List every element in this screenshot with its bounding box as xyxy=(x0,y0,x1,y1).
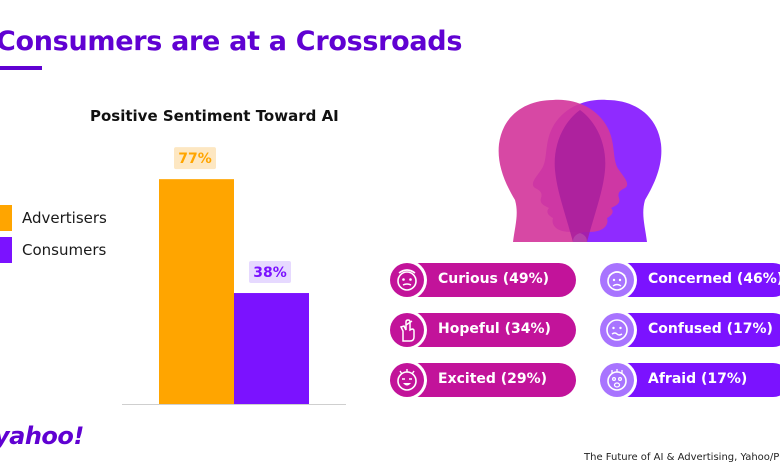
two-heads-illustration xyxy=(498,99,662,242)
data-label-bg-consumers xyxy=(249,261,291,284)
excited-face-icon xyxy=(387,360,427,400)
bar-consumers xyxy=(234,293,309,404)
bar-advertisers xyxy=(159,179,234,404)
sentiment-afraid: Afraid (17%) xyxy=(597,360,780,400)
legend-label-consumers: Consumers xyxy=(22,241,107,259)
confused-face-icon xyxy=(597,310,637,350)
afraid-face-icon xyxy=(597,360,637,400)
chart-title: Positive Sentiment Toward AI xyxy=(90,107,339,125)
data-label-bg-advertisers xyxy=(174,147,216,170)
legend-swatch-advertisers xyxy=(0,205,12,231)
legend-swatch-consumers xyxy=(0,237,12,263)
sentiment-label: Hopeful (34%) xyxy=(438,321,551,337)
curious-face-icon xyxy=(387,260,427,300)
legend-label-advertisers: Advertisers xyxy=(22,209,107,227)
source-note: The Future of AI & Advertising, Yahoo/Pu… xyxy=(584,452,780,463)
sentiment-label: Curious (49%) xyxy=(438,271,550,287)
yahoo-logo: yahoo! xyxy=(0,422,84,450)
data-label-consumers: 38% xyxy=(253,265,287,281)
sentiment-label: Concerned (46%) xyxy=(648,271,780,287)
concerned-face-icon xyxy=(597,260,637,300)
sentiment-label: Afraid (17%) xyxy=(648,371,748,387)
data-label-advertisers: 77% xyxy=(178,151,212,167)
sentiment-concerned: Concerned (46%) xyxy=(597,260,780,300)
page-title: Consumers are at a Crossroads xyxy=(0,26,463,57)
sentiment-curious: Curious (49%) xyxy=(387,260,576,300)
sentiment-label: Confused (17%) xyxy=(648,321,773,337)
sentiment-excited: Excited (29%) xyxy=(387,360,576,400)
sentiment-confused: Confused (17%) xyxy=(597,310,780,350)
sentiment-label: Excited (29%) xyxy=(438,371,548,387)
crossed-fingers-icon xyxy=(387,310,427,350)
sentiment-hopeful: Hopeful (34%) xyxy=(387,310,576,350)
title-underline xyxy=(0,66,42,70)
